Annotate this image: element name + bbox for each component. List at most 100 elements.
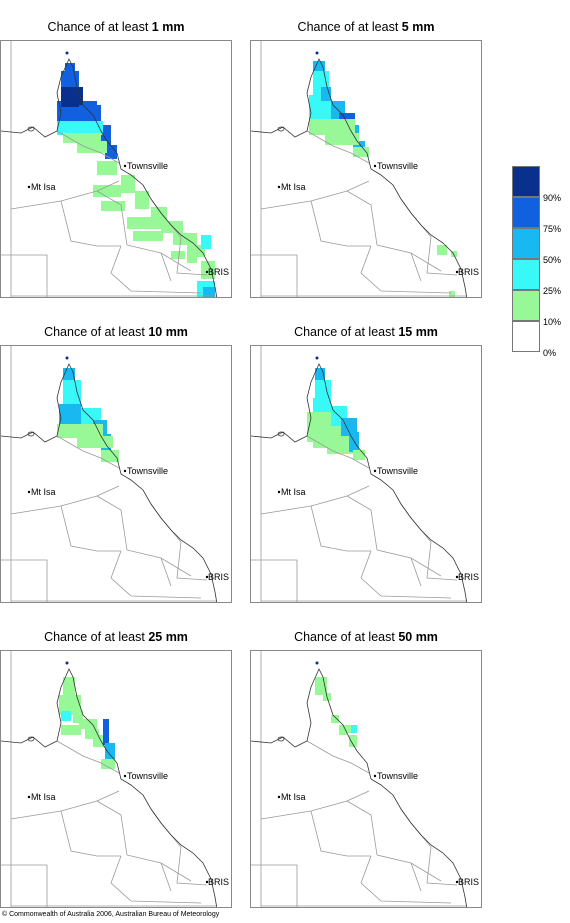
place-label-brisbane: BRIS — [458, 572, 479, 582]
district-border — [176, 541, 208, 581]
probability-cell — [63, 133, 101, 143]
district-border — [110, 855, 202, 904]
district-border — [346, 800, 378, 856]
probability-cell — [103, 719, 109, 745]
place-dot — [205, 575, 209, 579]
district-border — [60, 200, 121, 247]
place-dot — [277, 795, 281, 799]
district-border — [96, 800, 128, 856]
legend-swatch-75 — [512, 197, 540, 228]
probability-cell — [77, 436, 113, 448]
probability-cell — [161, 221, 183, 233]
coastline — [1, 668, 218, 907]
district-border — [1, 864, 48, 907]
probability-cell — [63, 677, 75, 697]
place-label-mt-isa: Mt Isa — [281, 792, 306, 802]
map-panel-5mm: Townsville Mt Isa BRIS — [250, 40, 482, 298]
place-dot — [205, 880, 209, 884]
district-border — [60, 810, 121, 857]
place-dot — [455, 270, 459, 274]
district-border — [260, 180, 370, 210]
probability-cell — [351, 725, 357, 733]
panel-title-25mm: Chance of at least 25 mm — [44, 630, 188, 644]
legend-label-75: 75% — [543, 224, 562, 234]
place-dot — [27, 795, 31, 799]
district-border — [56, 740, 120, 774]
place-dot — [277, 185, 281, 189]
island-marker — [65, 661, 69, 665]
place-label-townsville: Townsville — [377, 771, 418, 781]
place-label-mt-isa: Mt Isa — [281, 182, 306, 192]
district-border — [251, 559, 298, 602]
map-panel-25mm: Townsville Mt Isa BRIS — [0, 650, 232, 908]
coastline — [1, 363, 218, 602]
island-marker — [315, 51, 319, 55]
district-border — [160, 862, 172, 892]
place-dot — [373, 164, 377, 168]
place-dot — [205, 270, 209, 274]
probability-cell — [59, 695, 81, 715]
probability-cell — [171, 251, 185, 259]
place-dot — [277, 490, 281, 494]
district-border — [346, 495, 378, 551]
probability-cell — [331, 715, 339, 723]
probability-cell — [133, 231, 163, 241]
queensland-map: Townsville Mt Isa BRIS — [1, 346, 229, 602]
place-label-mt-isa: Mt Isa — [281, 487, 306, 497]
probability-cell — [61, 87, 83, 107]
place-dot — [373, 774, 377, 778]
probability-cell — [339, 725, 347, 735]
district-border — [96, 190, 128, 246]
gulf-island — [277, 126, 285, 132]
coastline — [1, 58, 218, 297]
probability-cell — [101, 201, 125, 211]
map-panel-15mm: Townsville Mt Isa BRIS — [250, 345, 482, 603]
legend-swatch-0 — [512, 321, 540, 352]
place-label-brisbane: BRIS — [208, 572, 229, 582]
place-dot — [123, 164, 127, 168]
island-marker — [65, 51, 69, 55]
gulf-island — [277, 431, 285, 437]
island-marker — [315, 661, 319, 665]
probability-cell — [73, 711, 83, 723]
probability-cell — [349, 735, 357, 747]
district-border — [306, 740, 370, 774]
panel-title-15mm: Chance of at least 15 mm — [294, 325, 438, 339]
probability-cell — [325, 133, 359, 145]
district-border — [110, 245, 202, 294]
land-area — [251, 59, 467, 297]
legend-label-25: 25% — [543, 286, 562, 296]
place-dot — [27, 490, 31, 494]
district-border — [260, 485, 370, 515]
queensland-map: Townsville Mt Isa BRIS — [1, 651, 229, 907]
island-marker — [65, 356, 69, 360]
panel-title-10mm: Chance of at least 10 mm — [44, 325, 188, 339]
district-border — [360, 855, 452, 904]
place-dot — [123, 774, 127, 778]
probability-cell — [451, 251, 457, 257]
district-border — [176, 846, 208, 886]
district-border — [1, 559, 48, 602]
place-label-brisbane: BRIS — [208, 877, 229, 887]
queensland-map: Townsville Mt Isa BRIS — [251, 346, 479, 602]
district-border — [360, 550, 452, 599]
place-label-townsville: Townsville — [377, 161, 418, 171]
place-dot — [455, 575, 459, 579]
probability-cell — [315, 380, 331, 400]
district-border — [56, 435, 120, 469]
district-border — [96, 495, 128, 551]
panel-title-5mm: Chance of at least 5 mm — [297, 20, 435, 34]
panel-title-1mm: Chance of at least 1 mm — [47, 20, 185, 34]
queensland-map: Townsville Mt Isa BRIS — [251, 651, 479, 907]
probability-cell — [121, 175, 135, 193]
district-border — [60, 505, 121, 552]
gulf-island — [27, 431, 35, 437]
place-label-mt-isa: Mt Isa — [31, 792, 56, 802]
probability-cell — [105, 743, 115, 761]
probability-cell — [59, 404, 81, 424]
probability-cell — [353, 147, 369, 157]
place-label-townsville: Townsville — [127, 771, 168, 781]
district-border — [410, 557, 422, 587]
panel-title-50mm: Chance of at least 50 mm — [294, 630, 438, 644]
district-border — [306, 435, 370, 469]
